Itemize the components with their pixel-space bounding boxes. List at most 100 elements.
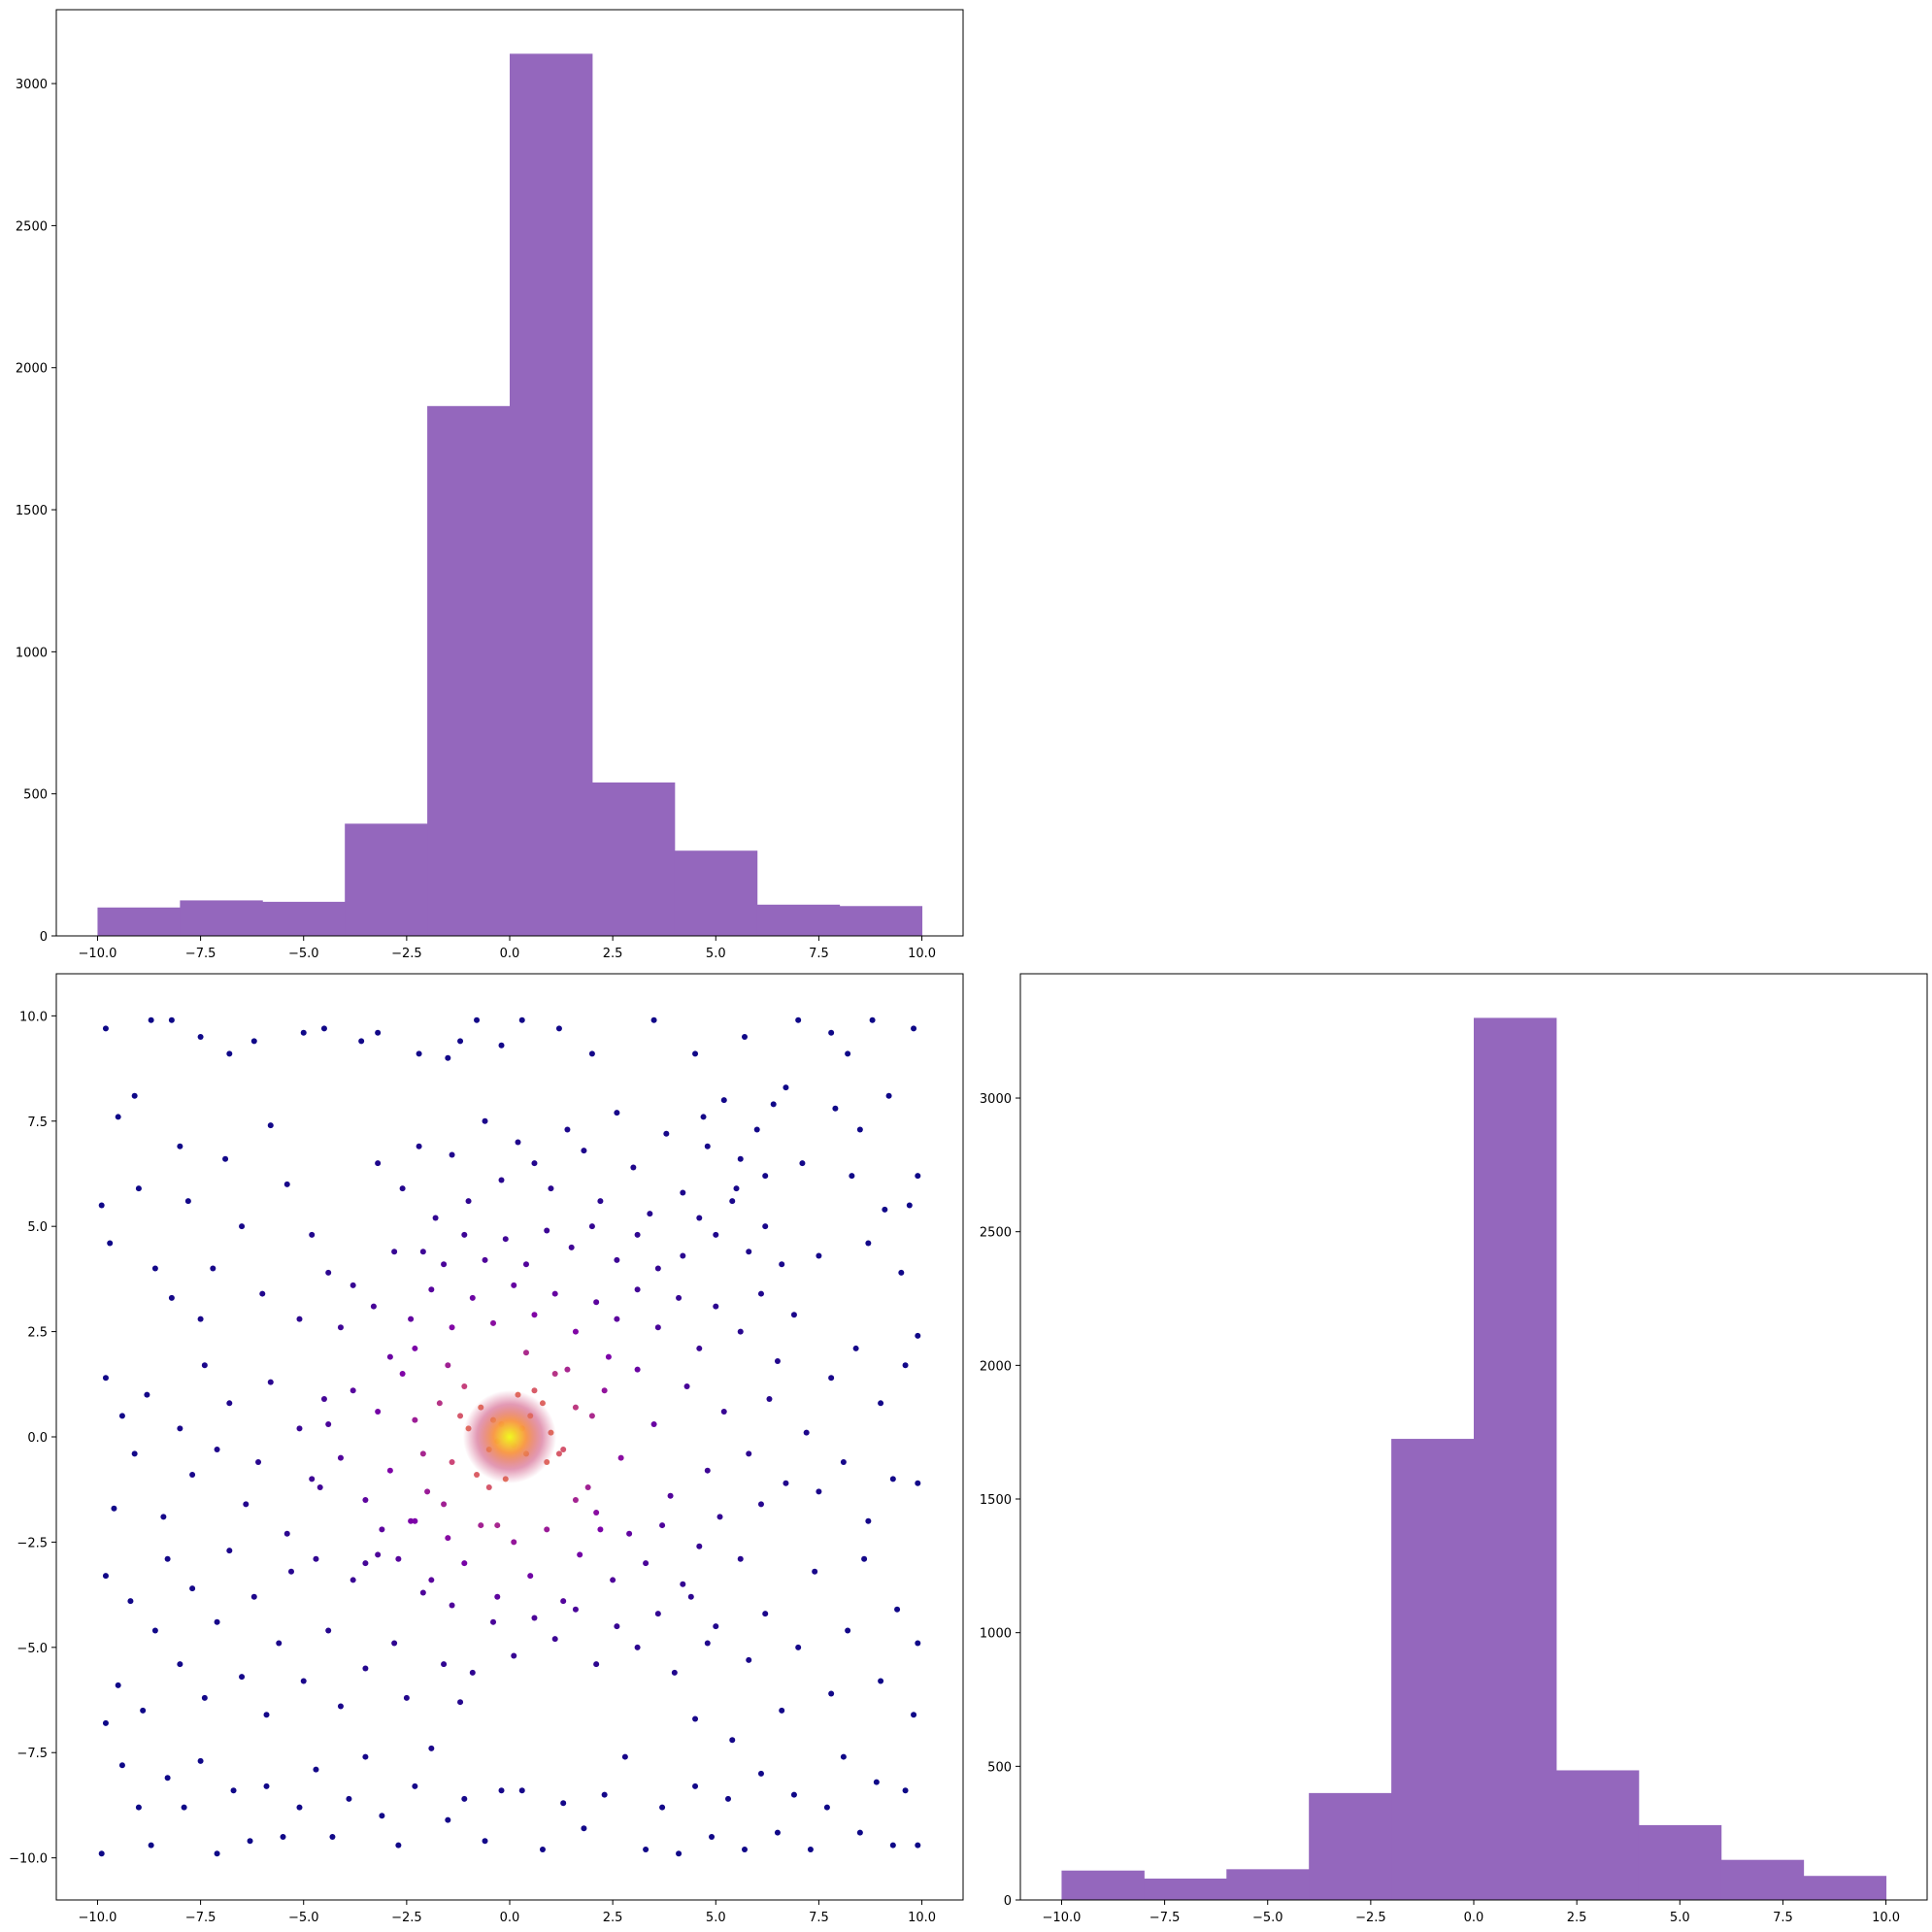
scatter-point bbox=[197, 1316, 204, 1322]
scatter-point bbox=[560, 1800, 567, 1807]
histogram-bar bbox=[1226, 1869, 1310, 1900]
scatter-point bbox=[544, 1526, 550, 1533]
scatter-point bbox=[469, 1669, 476, 1676]
scatter-point bbox=[915, 1640, 921, 1647]
scatter-point bbox=[316, 1484, 323, 1491]
scatter-point bbox=[634, 1231, 641, 1238]
scatter-point bbox=[482, 1838, 488, 1845]
scatter-point bbox=[177, 1425, 183, 1432]
scatter-point bbox=[840, 1459, 847, 1466]
scatter-point bbox=[184, 1198, 191, 1205]
scatter-point bbox=[518, 1787, 525, 1794]
scatter-point bbox=[654, 1265, 661, 1272]
scatter-point bbox=[894, 1606, 901, 1613]
x-tick-label: 0.0 bbox=[500, 1911, 520, 1925]
scatter-point bbox=[445, 1054, 451, 1061]
x-tick-label: −10.0 bbox=[79, 1911, 117, 1925]
scatter-point bbox=[861, 1555, 868, 1562]
scatter-point bbox=[812, 1568, 818, 1575]
scatter-point bbox=[729, 1198, 736, 1205]
scatter-point bbox=[296, 1316, 303, 1322]
scatter-point bbox=[774, 1829, 781, 1836]
y-tick-label: 2.5 bbox=[27, 1326, 48, 1341]
scatter-point bbox=[572, 1606, 579, 1613]
scatter-point bbox=[151, 1627, 158, 1634]
scatter-point bbox=[544, 1227, 550, 1234]
scatter-point bbox=[757, 1770, 764, 1777]
histogram-bar bbox=[262, 901, 346, 936]
x-tick-label: 0.0 bbox=[500, 947, 520, 961]
scatter-point bbox=[852, 1345, 859, 1351]
scatter-point bbox=[911, 1712, 917, 1718]
scatter-point bbox=[902, 1362, 909, 1369]
scatter-point bbox=[680, 1252, 686, 1259]
scatter-point bbox=[474, 1472, 481, 1479]
scatter-point bbox=[296, 1425, 303, 1432]
scatter-point bbox=[416, 1050, 422, 1057]
scatter-point bbox=[873, 1779, 880, 1785]
scatter-point bbox=[151, 1265, 158, 1272]
scatter-point bbox=[737, 1555, 744, 1562]
histogram-top-left: −10.0 −7.5 −5.0 −2.5 0.0 2.5 5.0 7.5 10.0 0 500 100… bbox=[16, 9, 964, 961]
y-tick-label: 0 bbox=[40, 930, 48, 945]
scatter-point bbox=[593, 1661, 600, 1668]
scatter-point bbox=[671, 1669, 678, 1676]
scatter-point bbox=[588, 1413, 595, 1419]
scatter-point bbox=[515, 1139, 521, 1146]
scatter-point bbox=[551, 1370, 558, 1377]
scatter-point bbox=[465, 1198, 472, 1205]
x-tick-label: −2.5 bbox=[391, 1911, 422, 1925]
scatter-point bbox=[597, 1526, 604, 1533]
x-tick-label: −5.0 bbox=[288, 947, 319, 961]
scatter-point bbox=[799, 1160, 806, 1167]
scatter-point bbox=[337, 1324, 344, 1331]
scatter-point bbox=[856, 1126, 863, 1133]
scatter-point bbox=[214, 1618, 220, 1625]
scatter-point bbox=[614, 1256, 620, 1263]
scatter-point bbox=[164, 1555, 171, 1562]
scatter-point bbox=[412, 1345, 418, 1351]
scatter-point bbox=[889, 1476, 896, 1482]
scatter-point bbox=[320, 1025, 327, 1032]
scatter-point bbox=[807, 1846, 814, 1852]
scatter-bottom-left: −10.0 −7.5 −5.0 −2.5 0.0 2.5 5.0 7.5 10.0 −10.0 −7… bbox=[9, 973, 964, 1925]
scatter-point bbox=[485, 1484, 492, 1491]
scatter-point bbox=[832, 1105, 839, 1112]
scatter-point bbox=[370, 1303, 377, 1310]
scatter-point bbox=[650, 1016, 657, 1023]
scatter-point bbox=[102, 1719, 109, 1726]
histogram-bar bbox=[510, 53, 593, 937]
scatter-point bbox=[140, 1707, 147, 1714]
scatter-point bbox=[457, 1699, 464, 1706]
scatter-point bbox=[617, 1454, 624, 1461]
scatter-point bbox=[790, 1312, 797, 1318]
scatter-point bbox=[350, 1577, 356, 1583]
scatter-point bbox=[803, 1429, 810, 1436]
scatter-point bbox=[757, 1290, 764, 1297]
scatter-point bbox=[828, 1690, 835, 1697]
scatter-point bbox=[287, 1568, 294, 1575]
x-tick-label: −10.0 bbox=[1043, 1911, 1082, 1925]
scatter-point bbox=[478, 1522, 484, 1529]
scatter-point bbox=[375, 1160, 382, 1167]
scatter-point bbox=[102, 1025, 109, 1032]
scatter-point bbox=[379, 1813, 385, 1819]
scatter-point bbox=[882, 1206, 888, 1213]
scatter-point bbox=[98, 1850, 105, 1857]
scatter-point bbox=[647, 1211, 653, 1217]
scatter-point bbox=[214, 1447, 220, 1453]
scatter-point bbox=[676, 1294, 683, 1301]
scatter-point bbox=[118, 1762, 125, 1769]
x-tick-label: 5.0 bbox=[1670, 1911, 1690, 1925]
scatter-point bbox=[201, 1694, 208, 1701]
scatter-point bbox=[461, 1795, 468, 1802]
y-tick-label: 1000 bbox=[16, 646, 48, 660]
scatter-point bbox=[102, 1375, 109, 1382]
scatter-point bbox=[135, 1804, 142, 1811]
scatter-point bbox=[461, 1560, 468, 1567]
scatter-point bbox=[168, 1294, 175, 1301]
scatter-point bbox=[564, 1366, 571, 1373]
y-tick-label: 1000 bbox=[980, 1627, 1012, 1642]
histogram-bar bbox=[839, 906, 923, 936]
x-tick-label: 10.0 bbox=[908, 1911, 936, 1925]
